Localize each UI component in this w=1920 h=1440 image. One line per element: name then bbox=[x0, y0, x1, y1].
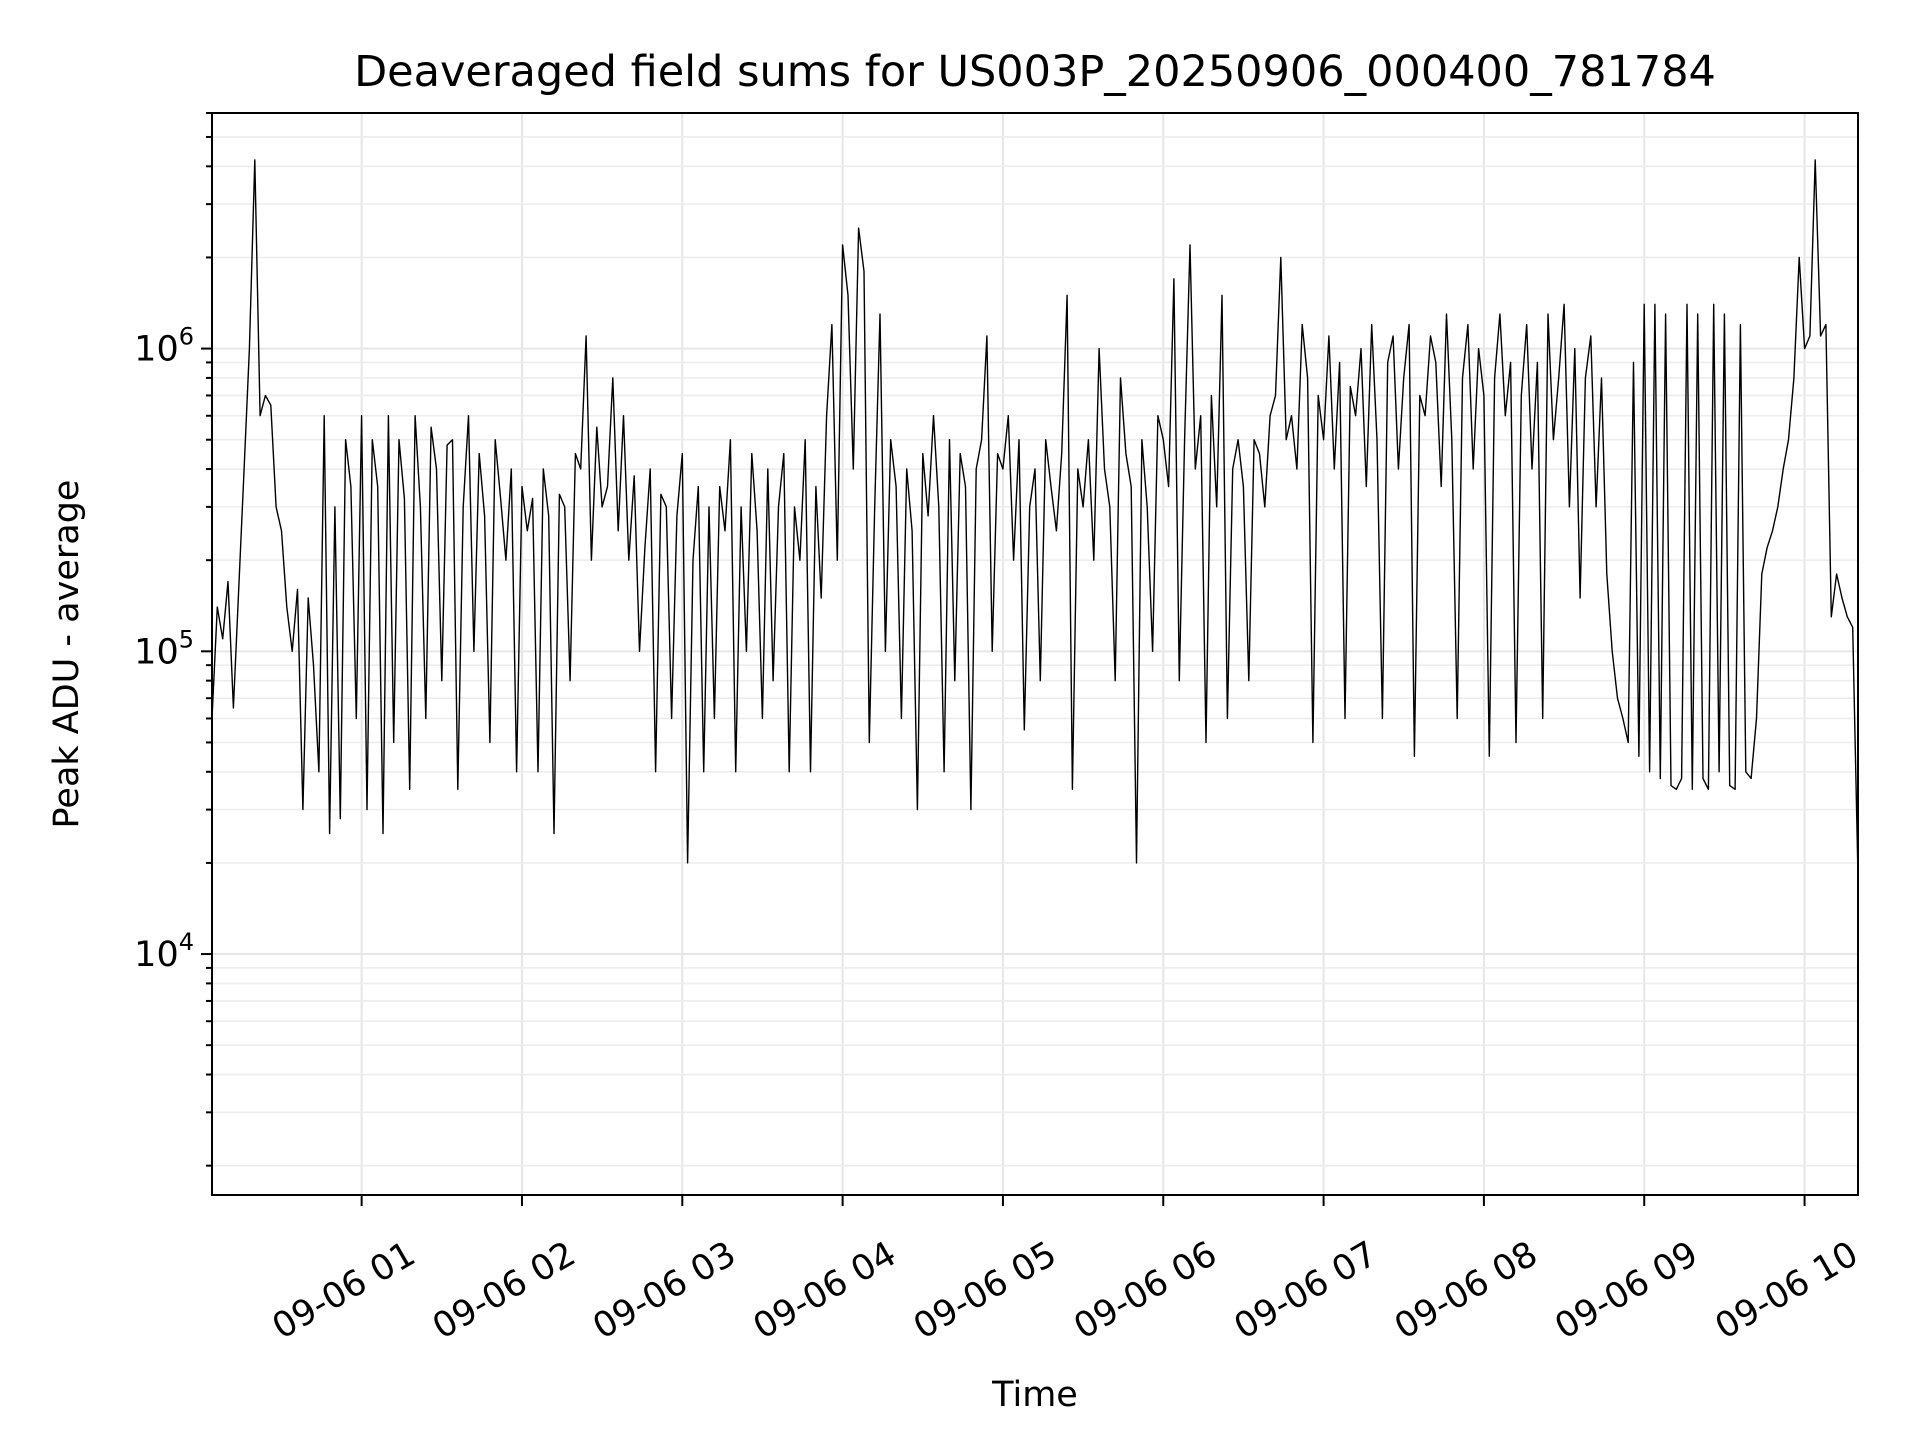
series-layer bbox=[211, 159, 1859, 877]
grid-lines bbox=[212, 112, 1858, 1195]
chart-title: Deaveraged field sums for US003P_2025090… bbox=[354, 47, 1716, 97]
y-tick-label: 104 bbox=[134, 928, 194, 975]
plot-frame bbox=[211, 112, 1859, 1196]
y-tick-label-exponent: 4 bbox=[179, 928, 194, 956]
x-axis-label: Time bbox=[991, 1375, 1078, 1415]
y-axis-label: Peak ADU - average bbox=[47, 480, 87, 829]
series-line bbox=[211, 159, 1859, 877]
y-tick-label-base: 10 bbox=[134, 632, 179, 672]
y-tick-label-base: 10 bbox=[134, 330, 179, 370]
y-tick-label: 106 bbox=[134, 323, 194, 370]
y-tick-label-exponent: 6 bbox=[179, 323, 194, 351]
y-tick-label-exponent: 5 bbox=[179, 625, 194, 653]
y-tick-label-base: 10 bbox=[134, 935, 179, 975]
y-tick-label: 105 bbox=[134, 625, 194, 672]
